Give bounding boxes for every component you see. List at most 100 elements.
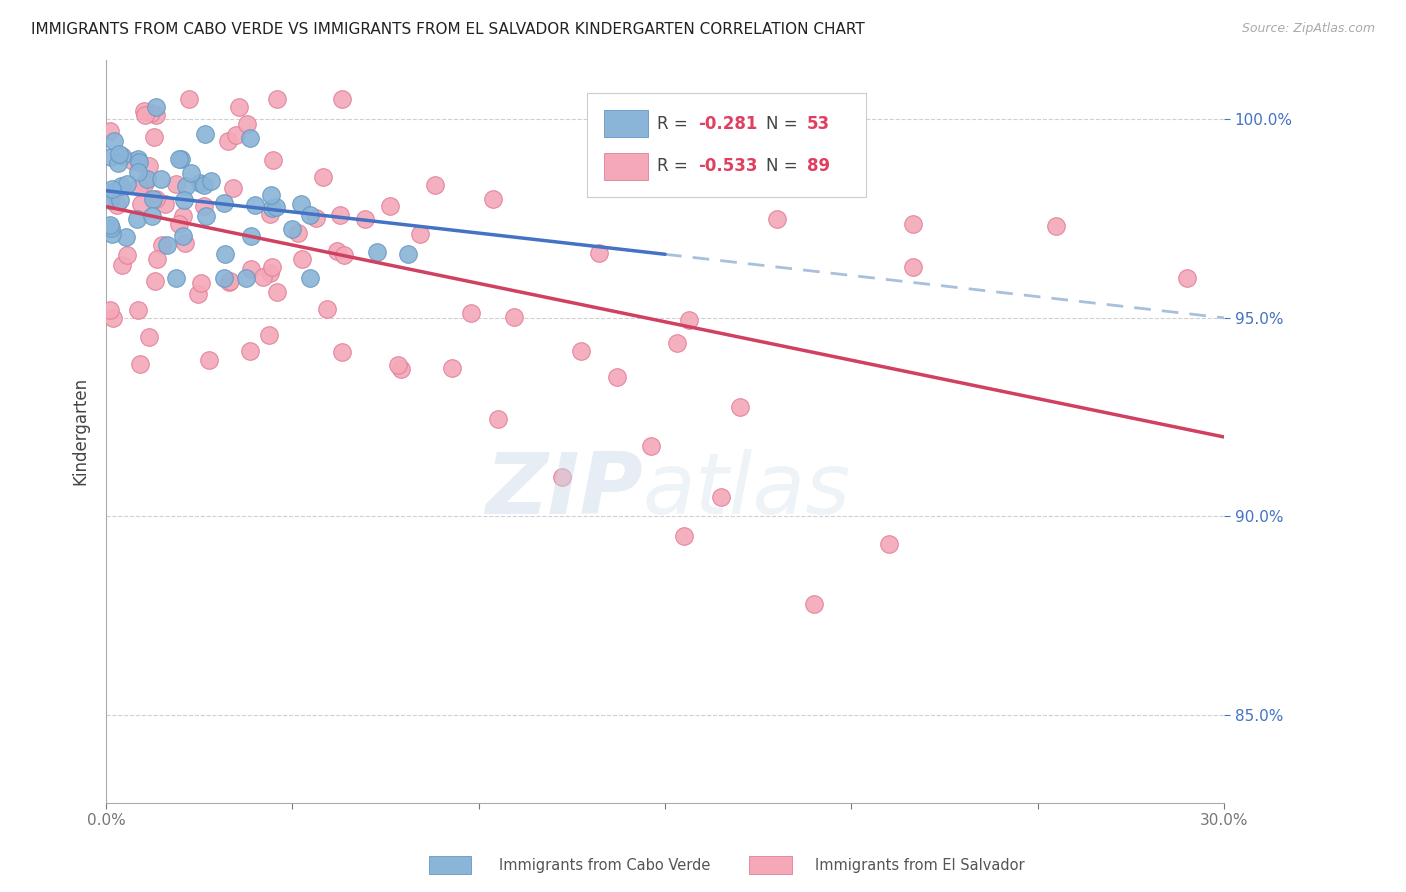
FancyBboxPatch shape <box>586 93 866 197</box>
Point <box>640 439 662 453</box>
Point <box>143 130 166 145</box>
Point <box>482 192 505 206</box>
Point <box>305 211 328 225</box>
Point <box>252 270 274 285</box>
Point <box>257 328 280 343</box>
Point <box>408 227 430 241</box>
Point <box>290 196 312 211</box>
Point <box>141 209 163 223</box>
Point <box>218 274 240 288</box>
Point <box>218 275 240 289</box>
Point <box>156 238 179 252</box>
Point <box>260 201 283 215</box>
Point <box>110 178 132 193</box>
Y-axis label: Kindergarten: Kindergarten <box>72 377 89 485</box>
Point <box>396 246 419 260</box>
Point <box>98 218 121 232</box>
Point <box>239 228 262 243</box>
Point <box>259 266 281 280</box>
Point <box>235 271 257 285</box>
Point <box>114 229 136 244</box>
Point <box>101 186 124 200</box>
Point <box>378 199 401 213</box>
Point <box>200 174 222 188</box>
Point <box>330 92 353 106</box>
Point <box>710 490 733 504</box>
Point <box>115 248 138 262</box>
Point <box>145 101 167 115</box>
Point <box>179 92 201 106</box>
Point <box>588 246 610 260</box>
Point <box>193 199 215 213</box>
Point <box>142 192 165 206</box>
Point <box>330 345 353 359</box>
Point <box>678 312 700 326</box>
Point <box>128 179 150 194</box>
Point <box>281 222 304 236</box>
Point <box>169 217 191 231</box>
Text: R =: R = <box>657 157 693 176</box>
Point <box>328 208 350 222</box>
Point <box>100 227 122 241</box>
Point <box>425 178 447 192</box>
Point <box>103 134 125 148</box>
Point <box>550 469 572 483</box>
Point <box>145 252 167 266</box>
Text: N =: N = <box>766 115 803 133</box>
Point <box>136 172 159 186</box>
Point <box>1045 219 1067 234</box>
Text: IMMIGRANTS FROM CABO VERDE VS IMMIGRANTS FROM EL SALVADOR KINDERGARTEN CORRELATI: IMMIGRANTS FROM CABO VERDE VS IMMIGRANTS… <box>31 22 865 37</box>
Point <box>217 134 239 148</box>
Point <box>298 208 321 222</box>
Point <box>606 370 628 384</box>
Point <box>316 301 339 316</box>
Point <box>134 103 156 118</box>
Point <box>145 107 167 121</box>
Point <box>194 127 217 141</box>
Point <box>111 149 134 163</box>
Point <box>107 156 129 170</box>
Point <box>101 310 124 325</box>
Bar <box>603 111 648 137</box>
Point <box>636 152 658 166</box>
Point <box>190 276 212 290</box>
Point <box>173 193 195 207</box>
Point <box>212 196 235 211</box>
Point <box>503 310 526 324</box>
Point <box>190 176 212 190</box>
Text: -0.533: -0.533 <box>699 157 758 176</box>
Text: atlas: atlas <box>643 449 851 532</box>
Point <box>665 335 688 350</box>
Point <box>235 117 257 131</box>
Point <box>129 197 152 211</box>
Point <box>145 192 167 206</box>
Point <box>105 198 128 212</box>
Point <box>127 164 149 178</box>
Point <box>150 238 173 252</box>
Point <box>333 248 356 262</box>
Point <box>98 124 121 138</box>
Point <box>134 108 156 122</box>
Point <box>125 212 148 227</box>
Point <box>195 210 218 224</box>
Point <box>212 271 235 285</box>
Point <box>98 193 121 207</box>
Point <box>165 271 187 285</box>
Point <box>193 178 215 193</box>
Point <box>287 227 309 241</box>
Point <box>488 412 510 426</box>
Text: Source: ZipAtlas.com: Source: ZipAtlas.com <box>1241 22 1375 36</box>
Point <box>901 217 924 231</box>
Point <box>901 260 924 274</box>
Text: ZIP: ZIP <box>485 449 643 532</box>
Point <box>138 330 160 344</box>
Point <box>298 271 321 285</box>
Point <box>266 285 288 299</box>
Point <box>389 362 412 376</box>
Point <box>440 360 463 375</box>
Point <box>138 159 160 173</box>
Point <box>266 92 288 106</box>
Point <box>143 274 166 288</box>
Point <box>766 211 789 226</box>
Text: N =: N = <box>766 157 803 176</box>
